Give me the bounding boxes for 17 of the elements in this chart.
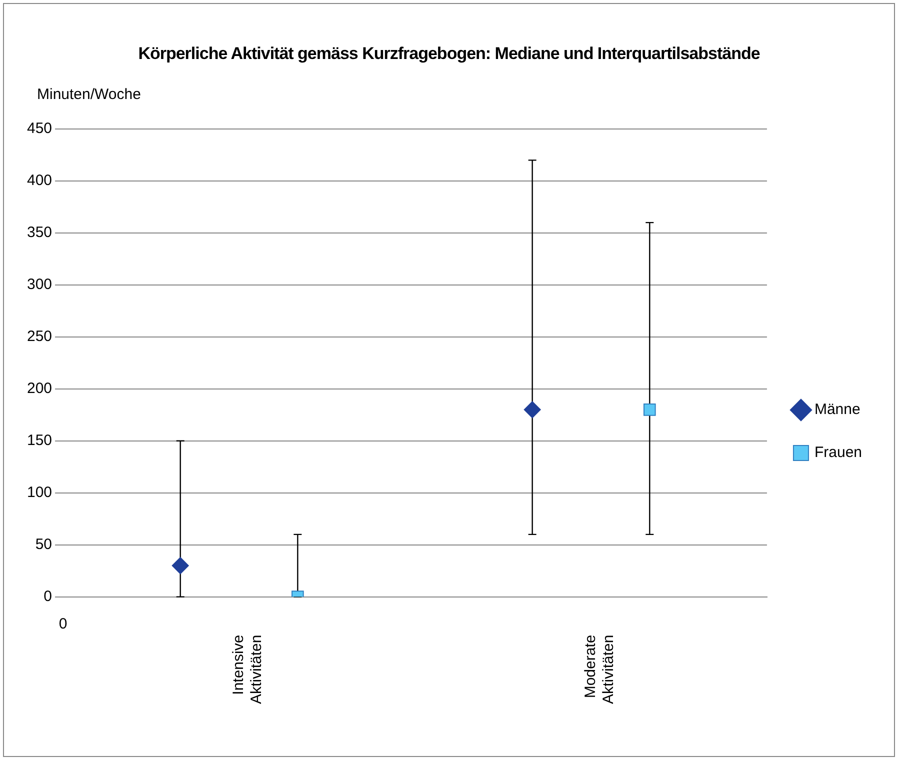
y-axis-title: Minuten/Woche [37,86,141,103]
y-tick-label: 0 [44,588,52,605]
y-tick-label: 150 [26,432,52,450]
y-tick-label: 250 [26,328,52,346]
y-tick-label: 400 [26,172,52,190]
x-tick-label: Intensive Aktivitäten [230,634,266,704]
y-tick-label: 450 [26,120,52,138]
y-tick-label: 100 [26,484,52,501]
y-tick-label: 200 [26,380,52,398]
y-tick-label: 300 [26,276,52,294]
text: 0 [58,615,68,632]
y-tick-label: 50 [35,536,52,553]
chart-title: Körperliche Aktivität gemäss Kurzfragebogen: Mediane und Interquartilsabstände [137,44,761,64]
legend-label: Frauen [814,444,862,462]
y-tick-label: 350 [26,224,52,242]
legend-label: Männe [814,401,860,418]
x-tick-label: Moderate Aktivitäten [582,634,618,704]
